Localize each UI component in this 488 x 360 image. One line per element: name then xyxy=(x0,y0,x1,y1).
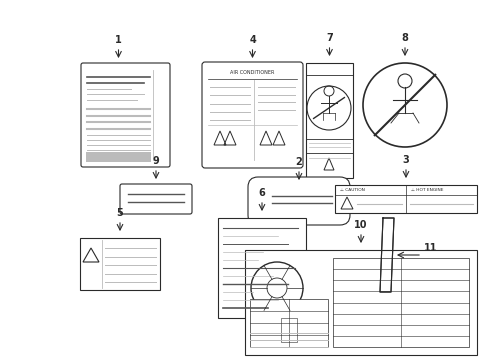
Text: 8: 8 xyxy=(401,33,407,43)
FancyBboxPatch shape xyxy=(202,62,303,168)
Text: 7: 7 xyxy=(325,33,332,43)
Text: 11: 11 xyxy=(423,243,437,253)
Text: 1: 1 xyxy=(115,35,122,45)
Bar xyxy=(86,152,151,162)
Bar xyxy=(334,185,476,213)
Bar xyxy=(249,299,327,347)
Bar xyxy=(218,218,305,318)
Polygon shape xyxy=(379,218,393,292)
Text: 6: 6 xyxy=(258,188,265,198)
Bar xyxy=(80,238,160,290)
FancyBboxPatch shape xyxy=(120,184,192,214)
FancyBboxPatch shape xyxy=(247,177,349,225)
Text: ⚠ HOT ENGINE: ⚠ HOT ENGINE xyxy=(410,188,443,192)
Bar xyxy=(332,258,468,347)
Bar xyxy=(244,250,476,355)
Text: AIR CONDITIONER: AIR CONDITIONER xyxy=(230,71,274,76)
Text: 3: 3 xyxy=(402,155,408,165)
Bar xyxy=(305,63,352,178)
Text: ⚠ CAUTION: ⚠ CAUTION xyxy=(339,188,364,192)
Text: 4: 4 xyxy=(248,35,255,45)
FancyBboxPatch shape xyxy=(81,63,170,167)
Text: 10: 10 xyxy=(353,220,367,230)
Text: 5: 5 xyxy=(116,208,123,218)
Text: 2: 2 xyxy=(295,157,302,167)
Bar xyxy=(281,318,296,342)
Text: 9: 9 xyxy=(152,156,159,166)
